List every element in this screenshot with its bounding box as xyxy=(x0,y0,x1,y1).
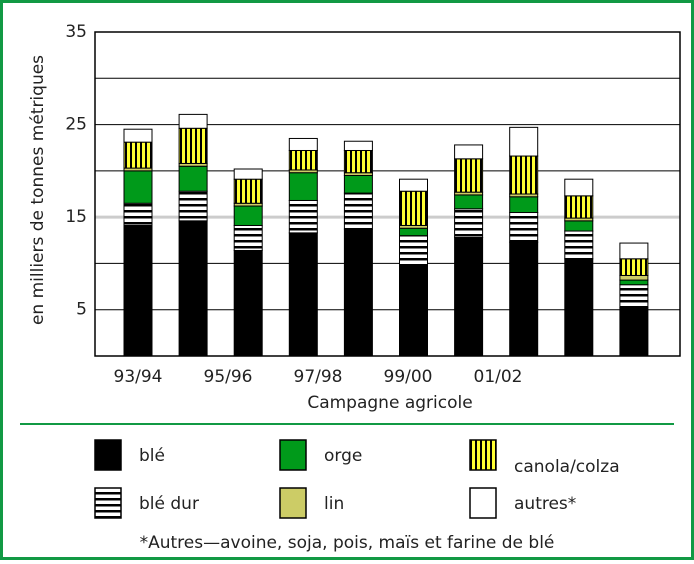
bar-segment xyxy=(123,202,153,226)
bar-segment xyxy=(509,212,539,243)
bar-segment xyxy=(288,232,318,357)
legend-label: lin xyxy=(324,494,344,514)
plot-frame xyxy=(94,31,681,357)
bar-segment xyxy=(343,192,373,230)
bar-segment xyxy=(178,220,208,357)
bar-segment xyxy=(509,126,539,157)
bar-segment xyxy=(233,178,263,204)
legend-label: blé xyxy=(139,446,165,466)
legend-label: orge xyxy=(324,446,362,466)
bar-segment xyxy=(454,194,484,210)
bar-segment xyxy=(178,127,208,164)
legend-swatch xyxy=(469,487,497,519)
bar-segment xyxy=(564,258,594,357)
bar-segment xyxy=(123,224,153,357)
bar-segment xyxy=(564,220,594,232)
bar-segment xyxy=(564,230,594,260)
legend-swatch xyxy=(469,439,497,471)
y-tick-label: 15 xyxy=(65,207,87,227)
bar-segment xyxy=(233,224,263,251)
bar-segment xyxy=(454,144,484,160)
bar-segment xyxy=(178,190,208,222)
bar-segment xyxy=(509,241,539,357)
x-tick-label: 99/00 xyxy=(384,367,433,387)
bar-segment xyxy=(123,141,153,169)
bar-segment xyxy=(564,178,594,197)
legend-swatch xyxy=(94,487,122,519)
x-tick-label: 97/98 xyxy=(294,367,343,387)
bar-segment xyxy=(399,227,428,237)
bar-segment xyxy=(288,199,318,234)
bar-segment xyxy=(619,274,649,281)
x-tick-label: 01/02 xyxy=(474,367,523,387)
legend-label: canola/colza xyxy=(514,457,620,477)
bar-segment xyxy=(343,228,373,357)
bar-segment xyxy=(123,128,153,143)
bar-segment xyxy=(233,168,263,180)
bar-segment xyxy=(343,174,373,194)
bar-segment xyxy=(288,172,318,201)
bar-segment xyxy=(178,113,208,129)
bar-segment xyxy=(619,242,649,260)
bar-segment xyxy=(509,196,539,214)
legend-swatch xyxy=(94,439,122,471)
bar-segment xyxy=(399,235,428,267)
bar-segment xyxy=(399,265,428,357)
x-tick-label: 93/94 xyxy=(114,367,163,387)
bar-segment xyxy=(509,155,539,195)
bar-segment xyxy=(288,149,318,171)
bar-segment xyxy=(454,208,484,239)
x-axis-title: Campagne agricole xyxy=(307,393,472,413)
y-tick-label: 35 xyxy=(65,22,87,42)
bar-segment xyxy=(399,190,428,226)
legend-label: blé dur xyxy=(139,494,199,514)
legend-swatch xyxy=(279,439,307,471)
bar-segment xyxy=(233,205,263,226)
bar-segment xyxy=(454,237,484,357)
y-axis-title: en milliers de tonnes métriques xyxy=(28,55,48,325)
bar-segment xyxy=(288,137,318,151)
legend-swatch xyxy=(279,487,307,519)
y-tick-label: 25 xyxy=(65,115,87,135)
bar-segment xyxy=(564,195,594,219)
bar-segment xyxy=(123,170,153,204)
bar-segment xyxy=(619,258,649,276)
bar-segment xyxy=(343,149,373,174)
bar-segment xyxy=(178,165,208,192)
bar-segment xyxy=(399,178,428,192)
footnote: *Autres—avoine, soja, pois, maïs et fari… xyxy=(140,533,555,553)
bar-segment xyxy=(619,279,649,286)
bar-segment xyxy=(343,140,373,151)
y-tick-label: 5 xyxy=(76,300,87,320)
legend-label: autres* xyxy=(514,494,576,514)
x-tick-label: 95/96 xyxy=(204,367,253,387)
bar-segment xyxy=(454,158,484,193)
bar-segment xyxy=(619,284,649,309)
bar-segment xyxy=(619,307,649,357)
bar-segment xyxy=(233,249,263,357)
